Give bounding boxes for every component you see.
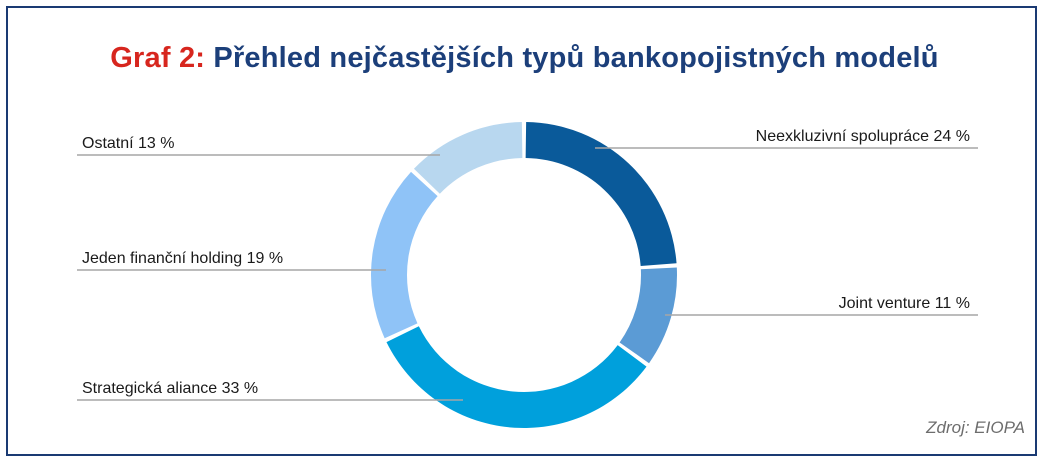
title-prefix: Graf 2:	[110, 42, 206, 74]
donut-slice-4	[413, 122, 523, 194]
donut-slice-1	[619, 267, 677, 364]
slice-label-4: Ostatní 13 %	[82, 135, 175, 152]
leader-lines	[77, 147, 978, 401]
chart-frame	[6, 6, 1037, 456]
slice-label-3: Jeden finanční holding 19 %	[82, 250, 283, 267]
source-note: Zdroj: EIOPA	[926, 418, 1025, 437]
chart-title: Graf 2: Přehled nejčastějších typů banko…	[0, 42, 1049, 75]
donut-slice-3	[371, 171, 438, 339]
donut-slice-0	[525, 122, 677, 267]
title-main: Přehled nejčastějších typů bankopojistný…	[213, 42, 939, 74]
donut-slice-2	[386, 326, 647, 429]
slice-labels: Neexkluzivní spolupráce 24 % Joint ventur…	[82, 128, 970, 397]
slice-label-0: Neexkluzivní spolupráce 24 %	[756, 128, 970, 145]
slice-label-2: Strategická aliance 33 %	[82, 380, 258, 397]
slice-label-1: Joint venture 11 %	[839, 295, 970, 312]
donut-slices	[371, 122, 677, 429]
